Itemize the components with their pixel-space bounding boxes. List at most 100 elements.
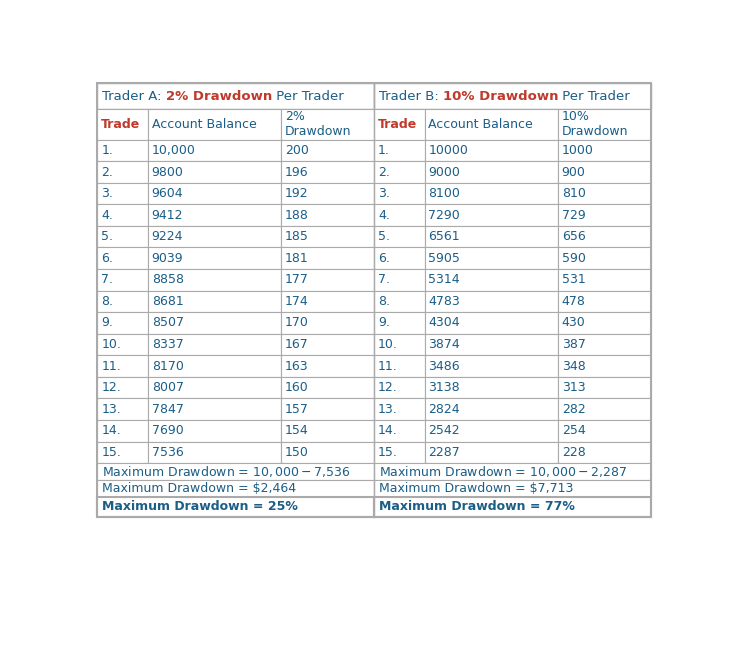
Text: 2.: 2.: [378, 166, 390, 179]
Bar: [97, 226, 147, 248]
Bar: [147, 226, 281, 248]
Bar: [374, 226, 425, 248]
Text: 2824: 2824: [429, 403, 460, 416]
Text: 254: 254: [561, 424, 585, 437]
Text: 174: 174: [285, 295, 309, 308]
Bar: [374, 463, 651, 480]
Bar: [558, 442, 651, 463]
Bar: [558, 269, 651, 290]
Text: 7847: 7847: [152, 403, 183, 416]
Text: 10% Drawdown: 10% Drawdown: [443, 89, 558, 102]
Text: 8100: 8100: [429, 187, 460, 200]
Text: 5314: 5314: [429, 273, 460, 286]
Bar: [374, 355, 425, 377]
Bar: [558, 204, 651, 226]
Text: 7690: 7690: [152, 424, 183, 437]
Text: Trade: Trade: [378, 118, 418, 131]
Bar: [281, 290, 374, 312]
Bar: [97, 420, 147, 442]
Bar: [425, 290, 558, 312]
Text: 7536: 7536: [152, 446, 183, 459]
Bar: [374, 480, 651, 497]
Text: 9224: 9224: [152, 230, 183, 243]
Bar: [558, 398, 651, 420]
Bar: [374, 183, 425, 204]
Text: 10%
Drawdown: 10% Drawdown: [561, 110, 629, 138]
Bar: [374, 420, 425, 442]
Bar: [425, 420, 558, 442]
Bar: [374, 497, 651, 517]
Text: 14.: 14.: [378, 424, 398, 437]
Bar: [97, 377, 147, 398]
Bar: [281, 140, 374, 161]
Bar: [147, 377, 281, 398]
Text: 157: 157: [285, 403, 309, 416]
Bar: [374, 140, 425, 161]
Text: 656: 656: [561, 230, 585, 243]
Text: 2287: 2287: [429, 446, 460, 459]
Bar: [425, 398, 558, 420]
Text: 2542: 2542: [429, 424, 460, 437]
Bar: [558, 377, 651, 398]
Text: Per Trader: Per Trader: [558, 89, 630, 102]
Bar: [281, 161, 374, 183]
Text: 6561: 6561: [429, 230, 460, 243]
Text: 430: 430: [561, 317, 585, 329]
Bar: [147, 355, 281, 377]
Bar: [425, 140, 558, 161]
Text: 192: 192: [285, 187, 309, 200]
Text: 188: 188: [285, 209, 309, 221]
Text: 8858: 8858: [152, 273, 184, 286]
Bar: [425, 183, 558, 204]
Bar: [374, 269, 425, 290]
Text: Account Balance: Account Balance: [429, 118, 533, 131]
Bar: [97, 161, 147, 183]
Bar: [97, 442, 147, 463]
Bar: [147, 109, 281, 140]
Bar: [147, 442, 281, 463]
Text: 8507: 8507: [152, 317, 184, 329]
Text: 181: 181: [285, 252, 309, 265]
Text: Maximum Drawdown = $10,000 - $7,536: Maximum Drawdown = $10,000 - $7,536: [102, 464, 351, 479]
Bar: [558, 161, 651, 183]
Text: 5905: 5905: [429, 252, 460, 265]
Bar: [374, 109, 425, 140]
Text: 12.: 12.: [101, 381, 121, 394]
Bar: [281, 109, 374, 140]
Text: 9412: 9412: [152, 209, 183, 221]
Bar: [147, 420, 281, 442]
Text: 1.: 1.: [378, 144, 390, 157]
Text: 3.: 3.: [101, 187, 113, 200]
Bar: [425, 334, 558, 355]
Bar: [425, 226, 558, 248]
Bar: [374, 248, 425, 269]
Bar: [147, 183, 281, 204]
Text: Trader B:: Trader B:: [379, 89, 443, 102]
Bar: [374, 290, 425, 312]
Text: 3138: 3138: [429, 381, 460, 394]
Bar: [425, 442, 558, 463]
Text: 10.: 10.: [101, 338, 121, 351]
Bar: [147, 140, 281, 161]
Text: 8681: 8681: [152, 295, 183, 308]
Bar: [97, 269, 147, 290]
Text: 167: 167: [285, 338, 309, 351]
Text: 14.: 14.: [101, 424, 121, 437]
Bar: [97, 248, 147, 269]
Bar: [281, 248, 374, 269]
Bar: [147, 334, 281, 355]
Bar: [558, 334, 651, 355]
Text: 12.: 12.: [378, 381, 398, 394]
Text: 4783: 4783: [429, 295, 460, 308]
Text: 11.: 11.: [101, 359, 121, 373]
Bar: [281, 442, 374, 463]
Text: 2.: 2.: [101, 166, 113, 179]
Bar: [558, 140, 651, 161]
Text: 196: 196: [285, 166, 309, 179]
Text: 7290: 7290: [429, 209, 460, 221]
Text: 7.: 7.: [101, 273, 113, 286]
Bar: [281, 183, 374, 204]
Bar: [97, 480, 374, 497]
Text: 177: 177: [285, 273, 309, 286]
Bar: [425, 377, 558, 398]
